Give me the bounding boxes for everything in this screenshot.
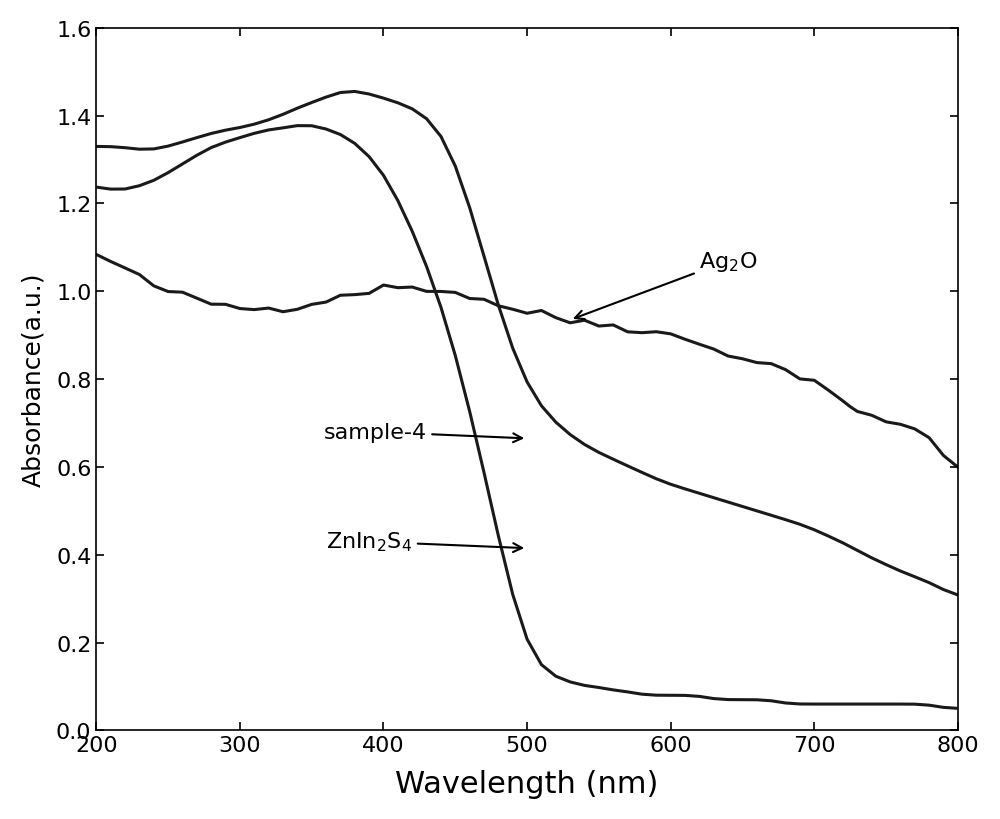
Text: $\mathregular{ZnIn_2S_4}$: $\mathregular{ZnIn_2S_4}$ bbox=[326, 530, 522, 554]
Text: sample-4: sample-4 bbox=[323, 423, 522, 443]
Y-axis label: Absorbance(a.u.): Absorbance(a.u.) bbox=[21, 273, 45, 486]
Text: $\mathregular{Ag_2O}$: $\mathregular{Ag_2O}$ bbox=[575, 249, 758, 319]
X-axis label: Wavelength (nm): Wavelength (nm) bbox=[395, 769, 659, 799]
